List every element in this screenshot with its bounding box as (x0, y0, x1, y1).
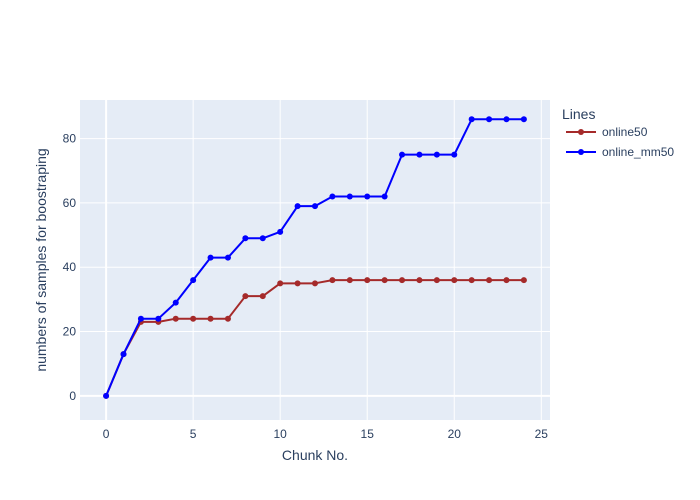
y-tick-labels: 0 20 40 60 80 (63, 132, 77, 403)
data-point (520, 277, 527, 284)
data-point (433, 277, 440, 284)
data-point (224, 315, 231, 322)
data-point (451, 151, 458, 158)
series-layer (103, 116, 527, 399)
x-axis-label: Chunk No. (282, 447, 348, 463)
data-point (346, 193, 353, 200)
data-point (503, 116, 510, 123)
data-point (364, 193, 371, 200)
data-point (486, 116, 493, 123)
data-point (468, 277, 475, 284)
x-tick-label: 25 (535, 427, 549, 441)
data-point (416, 151, 423, 158)
data-point (381, 277, 388, 284)
y-tick-label: 60 (63, 196, 77, 210)
data-point (242, 235, 249, 242)
x-tick-label: 5 (190, 427, 197, 441)
legend[interactable]: Lines online50 online_mm50 (562, 106, 674, 159)
data-point (190, 315, 197, 322)
data-point (312, 203, 318, 210)
data-point (451, 277, 458, 284)
data-point (137, 315, 144, 322)
data-point (103, 392, 110, 399)
grid (80, 100, 550, 420)
data-point (399, 151, 406, 158)
data-point (433, 151, 440, 158)
data-point (329, 277, 336, 284)
legend-marker (578, 129, 584, 135)
data-point (329, 193, 336, 200)
data-point (120, 351, 127, 358)
data-point (277, 228, 284, 235)
data-point (520, 116, 527, 123)
legend-item[interactable]: online_mm50 (566, 145, 674, 159)
data-point (294, 203, 301, 210)
y-tick-label: 0 (69, 389, 76, 403)
y-tick-label: 40 (63, 260, 77, 274)
legend-marker (578, 149, 584, 155)
data-point (503, 277, 510, 284)
data-point (294, 280, 301, 287)
legend-label: online_mm50 (602, 145, 674, 159)
data-point (172, 299, 179, 306)
x-tick-labels: 0 5 10 15 20 25 (103, 427, 549, 441)
data-point (416, 277, 423, 284)
data-point (346, 277, 353, 284)
plot-background (80, 100, 550, 420)
x-tick-label: 20 (448, 427, 462, 441)
x-tick-label: 10 (274, 427, 288, 441)
y-tick-label: 80 (63, 132, 77, 146)
data-point (155, 315, 162, 322)
y-axis-label: numbers of samples for boostraping (33, 148, 49, 371)
data-point (207, 315, 214, 322)
series-online_mm50 (103, 116, 527, 399)
data-point (381, 193, 388, 200)
data-point (259, 293, 266, 300)
data-point (312, 280, 318, 287)
data-point (224, 254, 231, 261)
legend-item[interactable]: online50 (566, 125, 648, 139)
data-point (468, 116, 475, 123)
data-point (242, 293, 249, 300)
x-tick-label: 15 (361, 427, 375, 441)
x-tick-label: 0 (103, 427, 110, 441)
data-point (486, 277, 493, 284)
data-point (364, 277, 371, 284)
data-point (172, 315, 179, 322)
data-point (207, 254, 214, 261)
data-point (399, 277, 406, 284)
y-tick-label: 20 (63, 325, 77, 339)
legend-label: online50 (602, 125, 648, 139)
data-point (277, 280, 284, 287)
legend-title: Lines (562, 106, 595, 122)
data-point (190, 277, 197, 284)
data-point (259, 235, 266, 242)
